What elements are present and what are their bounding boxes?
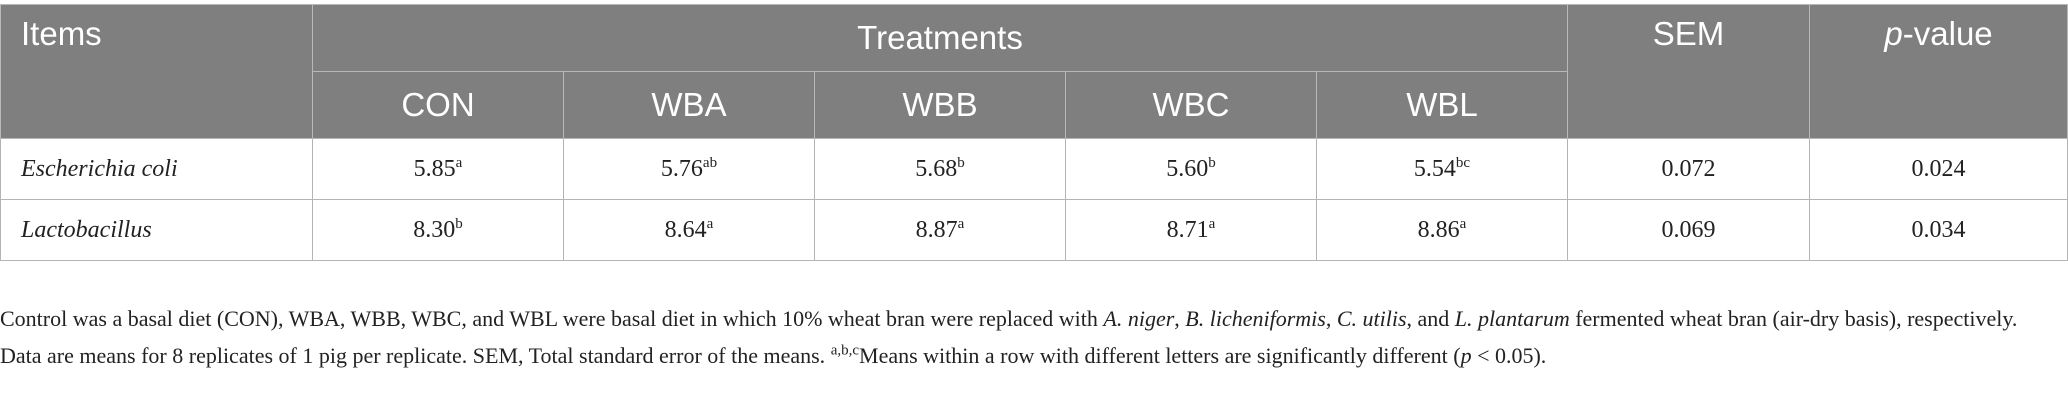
pvalue-cell: 0.034 [1809, 199, 2068, 261]
species-name: L. plantarum [1454, 306, 1570, 331]
value-cell: 8.87a [814, 199, 1066, 261]
value-cell: 5.68b [814, 138, 1066, 200]
pvalue-cell: 0.024 [1809, 138, 2068, 200]
row-label: Escherichia coli [0, 138, 313, 200]
value-cell: 5.85a [312, 138, 564, 200]
significance-letter: b [957, 154, 965, 171]
significance-letter: b [455, 215, 463, 232]
sem-cell: 0.072 [1567, 138, 1811, 200]
group-header: WBC [1065, 71, 1317, 139]
significance-letter: a [706, 215, 714, 232]
table-footnote: Control was a basal diet (CON), WBA, WBB… [0, 300, 2060, 374]
significance-letter: a [1459, 215, 1467, 232]
footnote-text: Control was a basal diet (CON), WBA, WBB… [0, 300, 2060, 374]
group-header: CON [312, 71, 564, 139]
pvalue-header-rest: -value [1902, 15, 1993, 52]
value: 5.76 [660, 155, 703, 182]
footnote-segment: , [1174, 306, 1186, 331]
value: 8.30 [413, 216, 456, 243]
pvalue-header-p: p [1884, 15, 1903, 52]
table-row: Lactobacillus 8.30b 8.64a 8.87a 8.71a 8.… [0, 199, 2068, 261]
sem-cell: 0.069 [1567, 199, 1811, 261]
value: 5.54 [1413, 155, 1456, 182]
treatments-header: Treatments [311, 4, 1569, 72]
footnote-superscript: a,b,c [830, 342, 860, 359]
species-name: C. utilis [1336, 306, 1407, 331]
sem-header: SEM [1567, 4, 1811, 139]
footnote-segment: Means within a row with different letter… [859, 343, 1461, 368]
row-label: Lactobacillus [0, 199, 313, 261]
value-cell: 8.64a [563, 199, 815, 261]
significance-letter: a [455, 154, 463, 171]
items-header: Items [0, 4, 313, 139]
footnote-segment: Control was a basal diet (CON), WBA, WBB… [0, 306, 1104, 331]
group-header: WBL [1315, 71, 1569, 139]
data-table: Items Treatments SEM p-value CON WBA WBB… [0, 4, 2068, 261]
table-body: Escherichia coli 5.85a 5.76ab 5.68b 5.60… [0, 138, 2068, 261]
value-cell: 8.86a [1315, 199, 1569, 261]
footnote-p-symbol: p [1460, 343, 1472, 368]
table-row: Escherichia coli 5.85a 5.76ab 5.68b 5.60… [0, 138, 2068, 200]
value: 5.68 [915, 155, 958, 182]
table-header: Items Treatments SEM p-value CON WBA WBB… [0, 4, 2068, 139]
species-name: B. licheniformis [1185, 306, 1326, 331]
pvalue-header: p-value [1809, 4, 2068, 139]
value-cell: 5.54bc [1315, 138, 1569, 200]
significance-letter: ab [702, 154, 718, 171]
significance-letter: bc [1455, 154, 1471, 171]
value: 8.86 [1417, 216, 1460, 243]
footnote-segment: fermented wheat bran (air-dry basis), re… [0, 306, 2018, 368]
value: 8.87 [915, 216, 958, 243]
value: 5.85 [413, 155, 456, 182]
value-cell: 8.71a [1065, 199, 1317, 261]
group-header: WBB [814, 71, 1066, 139]
value: 8.64 [664, 216, 707, 243]
value-cell: 5.76ab [563, 138, 815, 200]
footnote-segment: , [1325, 306, 1337, 331]
footnote-segment: < 0.05). [1471, 343, 1547, 368]
value-cell: 5.60b [1065, 138, 1317, 200]
value: 8.71 [1166, 216, 1209, 243]
significance-letter: a [1208, 215, 1216, 232]
significance-letter: a [957, 215, 965, 232]
footnote-segment: , and [1406, 306, 1455, 331]
species-name: A. niger [1103, 306, 1175, 331]
value-cell: 8.30b [312, 199, 564, 261]
group-header: WBA [563, 71, 815, 139]
significance-letter: b [1208, 154, 1216, 171]
value: 5.60 [1166, 155, 1209, 182]
